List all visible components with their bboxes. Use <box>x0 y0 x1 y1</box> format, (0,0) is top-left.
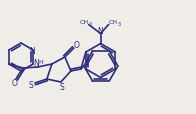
Text: N: N <box>98 27 103 36</box>
Text: N: N <box>33 58 39 67</box>
Text: CH: CH <box>109 20 118 25</box>
Text: S: S <box>28 80 33 89</box>
Text: S: S <box>60 82 64 91</box>
Text: O: O <box>74 41 80 50</box>
Text: CH: CH <box>80 20 89 25</box>
Text: H: H <box>38 60 43 65</box>
Text: 3: 3 <box>89 22 92 27</box>
Text: 3: 3 <box>118 22 121 27</box>
Text: O: O <box>12 79 18 88</box>
Text: N: N <box>29 46 35 55</box>
